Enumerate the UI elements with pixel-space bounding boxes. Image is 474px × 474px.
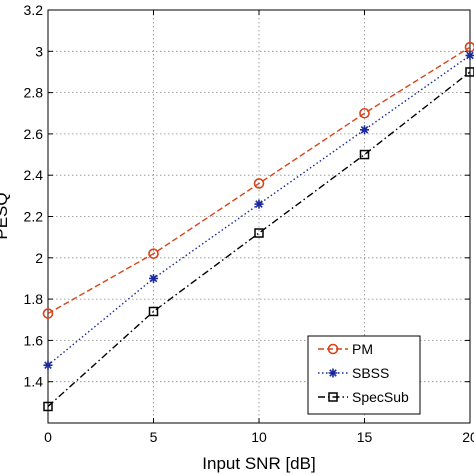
data-point-sbss (43, 360, 53, 370)
series-line-pm (47, 46, 471, 315)
y-tick-label: 2.2 (24, 209, 44, 225)
y-tick-label: 2.4 (24, 167, 44, 183)
axis-ticks (47, 9, 471, 423)
series-specsub (43, 67, 474, 412)
data-point-sbss (254, 199, 264, 209)
data-point-pm (253, 178, 265, 189)
x-tick-label: 20 (462, 429, 474, 445)
y-tick-label: 2 (35, 250, 43, 266)
y-tick-label: 2.6 (24, 126, 44, 142)
legend: PM SBSS SpecSub (307, 335, 421, 415)
legend-box (307, 335, 421, 415)
series-pm (42, 41, 474, 319)
x-tick-labels: 0 5 10 15 20 (44, 429, 474, 445)
legend-label-pm: PM (352, 341, 373, 357)
series-sbss (43, 50, 474, 370)
data-point-specsub (43, 401, 53, 412)
data-point-sbss (360, 125, 369, 135)
data-point-sbss (465, 50, 474, 60)
x-tick-label: 0 (44, 429, 52, 445)
x-axis-label: Input SNR [dB] (202, 454, 315, 473)
data-point-pm (42, 308, 54, 319)
data-point-pm (148, 248, 159, 259)
series-group (42, 41, 474, 412)
y-axis-label: PESQ (0, 192, 11, 239)
y-tick-label: 3.2 (24, 2, 44, 18)
data-point-specsub (148, 306, 159, 317)
y-tick-label: 2.8 (24, 85, 44, 101)
data-point-specsub (359, 149, 370, 160)
y-tick-label: 1.8 (24, 291, 44, 307)
y-tick-label: 1.4 (24, 374, 44, 390)
legend-label-sbss: SBSS (352, 365, 389, 381)
y-tick-label: 3 (35, 43, 43, 59)
legend-marker-sbss (328, 368, 338, 378)
series-line-specsub (47, 71, 471, 408)
legend-marker-pm (327, 343, 339, 355)
legend-marker-specsub (328, 392, 338, 402)
x-tick-label: 10 (251, 429, 267, 445)
x-tick-label: 15 (357, 429, 373, 445)
data-point-sbss (149, 273, 158, 283)
data-point-pm (359, 107, 370, 119)
legend-label-specsub: SpecSub (352, 389, 409, 405)
x-tick-label: 5 (150, 429, 158, 445)
y-tick-labels: 1.4 1.6 1.8 2 2.2 2.4 2.6 2.8 3 3.2 (24, 2, 44, 390)
y-tick-label: 1.6 (24, 332, 44, 348)
data-point-specsub (465, 67, 474, 77)
data-point-specsub (254, 228, 264, 238)
